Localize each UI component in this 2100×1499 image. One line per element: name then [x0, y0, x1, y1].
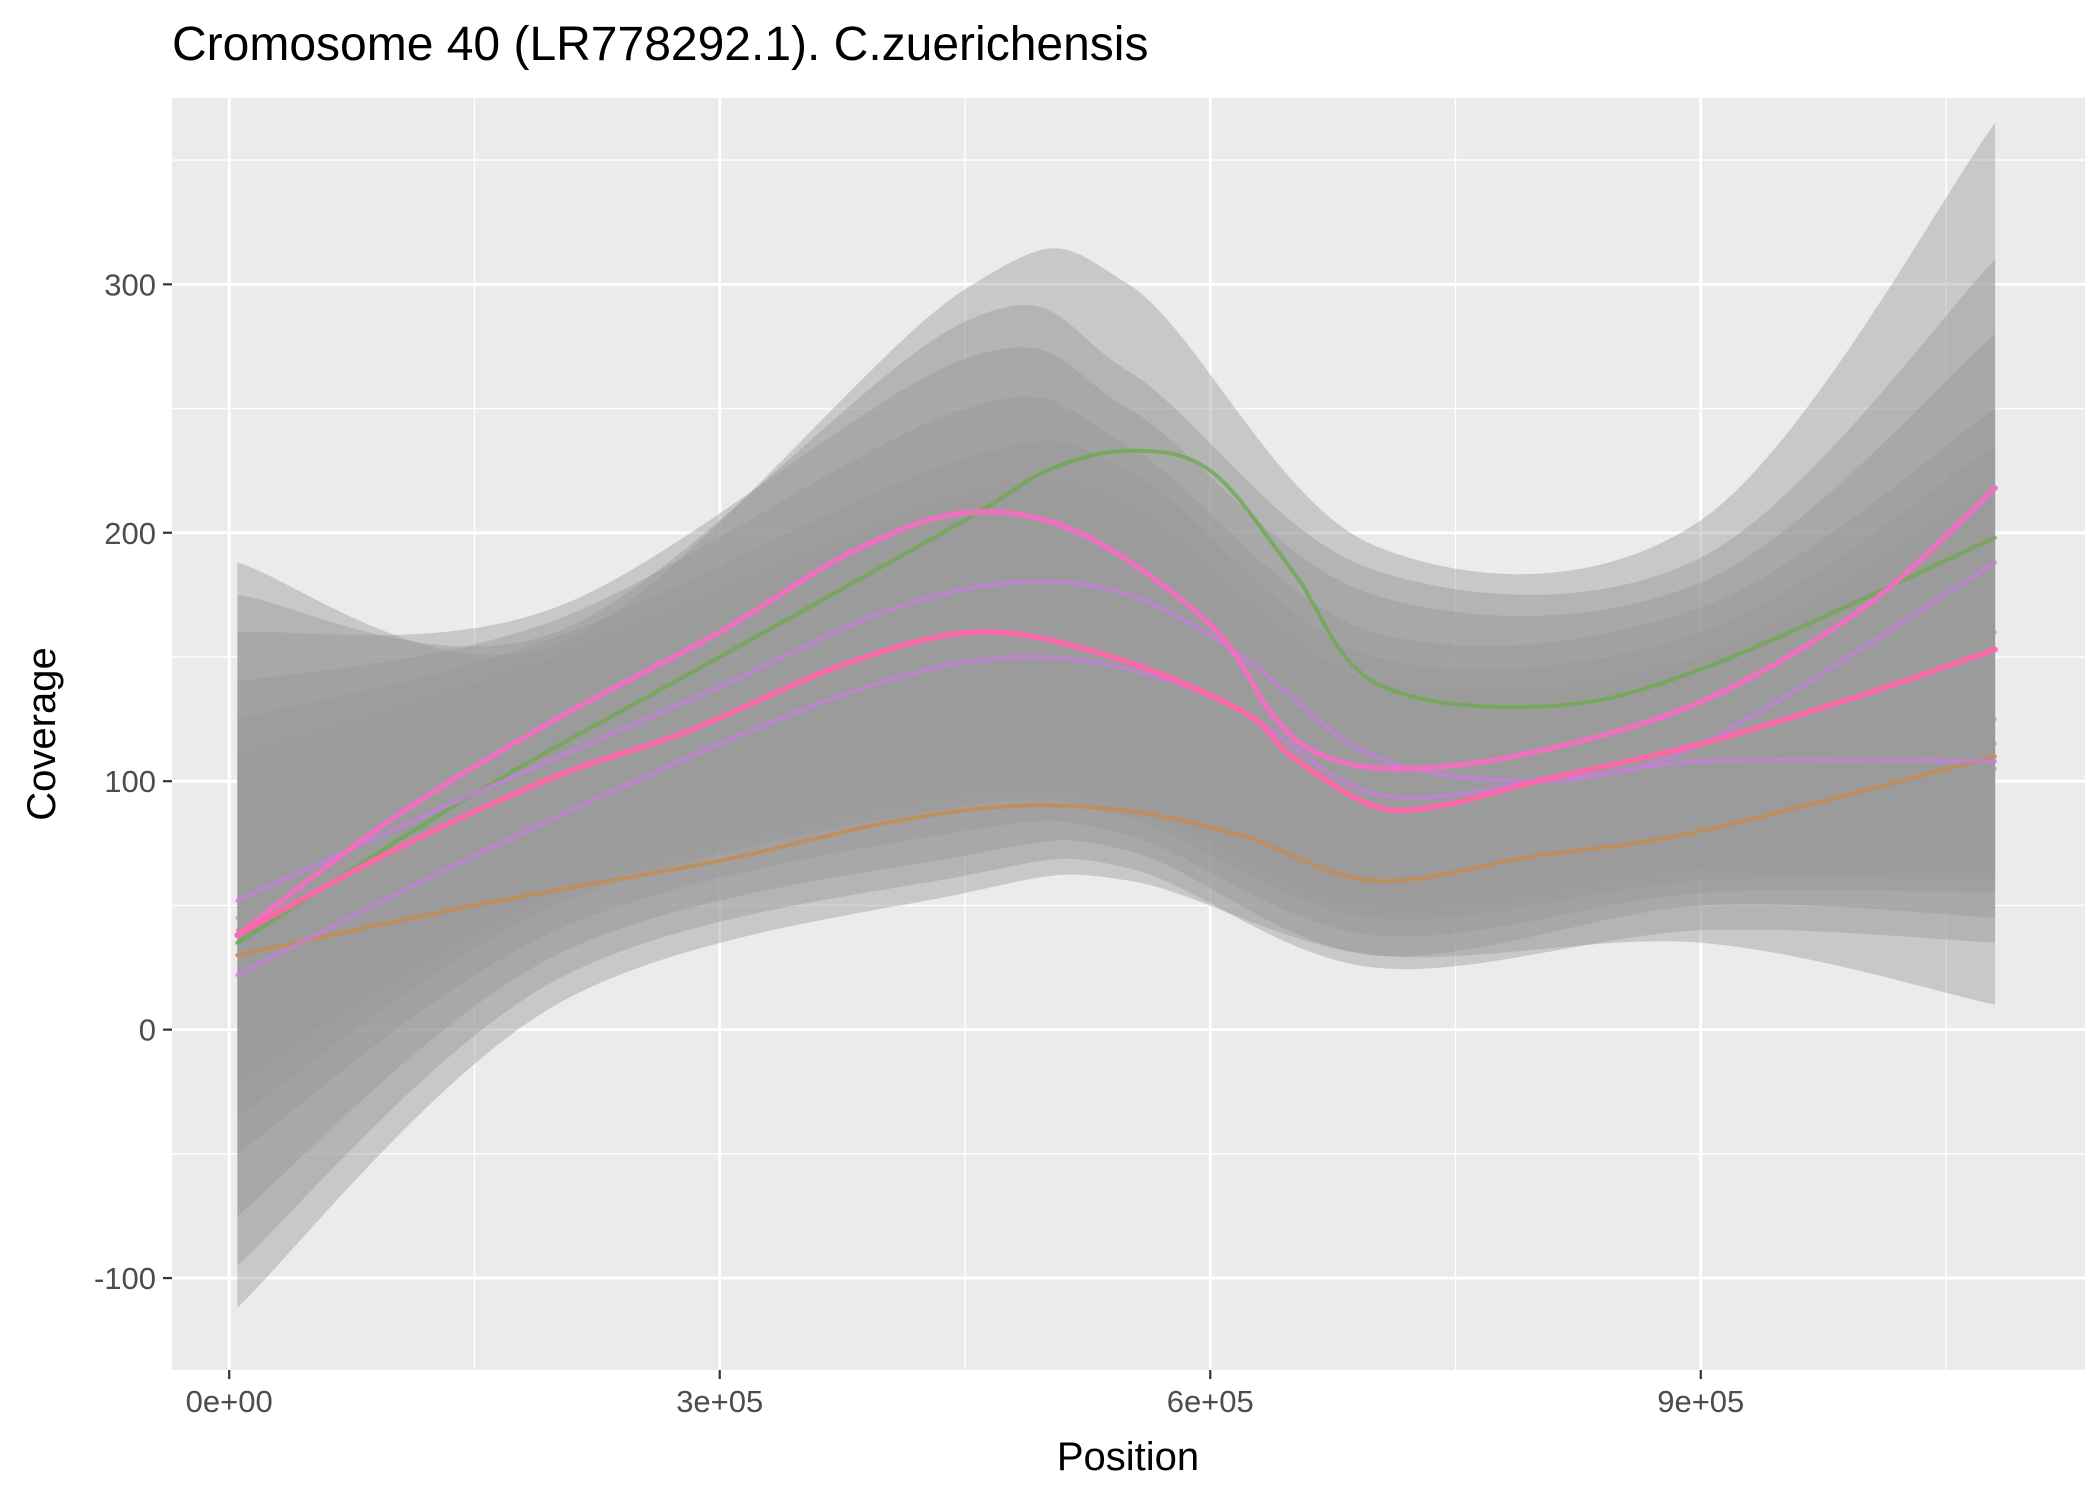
series-line-4: [235, 613, 1998, 933]
y-tick-label: -100: [94, 1261, 156, 1296]
series-line-5: [235, 448, 1998, 945]
x-tick-labels: 0e+00 3e+05 6e+05 9e+05: [186, 1384, 1745, 1419]
y-tick-label: 200: [104, 516, 156, 551]
confidence-band-6: [237, 480, 1996, 1080]
y-tick-label: 300: [104, 267, 156, 302]
x-axis-title: Position: [1057, 1435, 1199, 1479]
series-line-10: [234, 629, 1998, 938]
minor-gridlines: [172, 98, 2085, 1370]
series-line-2: [235, 678, 1998, 920]
y-tick-labels: -100 0 100 200 300: [94, 267, 156, 1296]
series-line-8: [235, 560, 1998, 977]
series-line-3: [235, 700, 1998, 945]
y-axis-title: Coverage: [20, 647, 64, 820]
x-tick-label: 0e+00: [186, 1384, 273, 1419]
confidence-band-3: [237, 334, 1996, 1216]
chart-title: Cromosome 40 (LR778292.1). C.zuerichensi…: [172, 18, 1148, 71]
smoothed-lines: [234, 448, 1998, 977]
confidence-band-4: [237, 396, 1996, 1154]
confidence-band-2: [237, 259, 1996, 1266]
series-line-1: [235, 740, 1998, 958]
axis-ticks: [163, 283, 1702, 1379]
confidence-band-1: [237, 122, 1996, 1308]
confidence-band-5: [237, 441, 1996, 1117]
major-gridlines: [172, 98, 2085, 1370]
x-tick-label: 9e+05: [1657, 1384, 1744, 1419]
y-tick-label: 0: [139, 1013, 156, 1048]
confidence-bands: [237, 122, 1996, 1308]
series-line-6: [235, 754, 1998, 958]
x-tick-label: 3e+05: [676, 1384, 763, 1419]
x-tick-label: 6e+05: [1167, 1384, 1254, 1419]
y-tick-label: 100: [104, 764, 156, 799]
plot-panel: [172, 98, 2085, 1370]
series-line-9: [234, 485, 1998, 938]
